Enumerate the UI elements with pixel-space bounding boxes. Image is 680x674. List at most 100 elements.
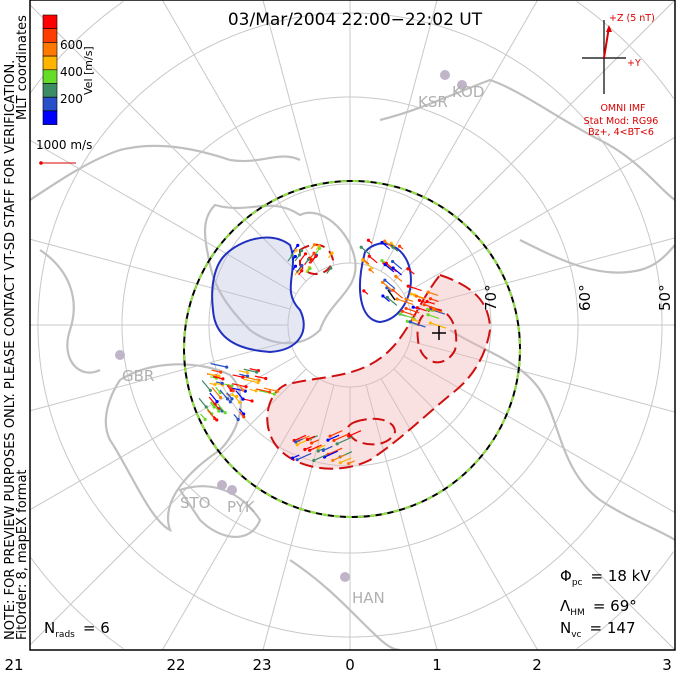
velocity-vector [305,435,316,442]
mlt-meridian [161,378,320,650]
station-marker-gbr [115,350,125,360]
dawn-cell-positive [266,273,492,470]
imf-source: OMNI IMF [600,103,645,114]
lat-label-60: 60° [576,284,594,311]
velocity-vector [332,433,349,443]
colorbar-segment [42,110,58,125]
velocity-vector [395,297,414,305]
velocity-vector [380,240,390,250]
mlt-meridian [30,238,291,310]
velocity-vector [256,388,272,394]
potential-contours [211,236,492,470]
velocity-vector [231,392,242,405]
vector-count: Nvc = 147 [560,619,635,640]
velocity-vector [213,415,219,422]
mlt-meridian [403,355,675,514]
velocity-vector [389,241,396,248]
velocity-vector [217,403,227,415]
colorbar-tick-600: 600 [60,38,83,52]
velocity-vector [299,252,308,262]
velocity-vector [227,384,235,393]
velocity-vector [331,454,346,463]
velocity-vector [385,295,398,306]
mlt-meridian [30,4,307,282]
velocity-vector [397,244,404,250]
pole-marker-cross [387,289,446,340]
mlt-meridian [403,136,675,295]
mlt-label-2: 2 [532,656,542,674]
velocity-vector [321,445,333,453]
dashed-boundary-circle [183,180,521,518]
velocity-vector [404,297,414,303]
velocity-vector [237,383,245,392]
velocity-vector [219,389,230,401]
velocity-vector [368,268,375,274]
velocity-vector [426,313,440,319]
velocity-vector [380,280,394,292]
velocity-vector [422,303,437,310]
velocity-vector [306,266,312,274]
velocity-vector [366,238,373,244]
velocity-vector [315,246,322,254]
imf-y-label: +Y [627,58,641,69]
velocity-vector [335,436,353,446]
velocity-vector [298,269,304,276]
velocity-vector [239,373,250,378]
velocity-vector [233,414,240,422]
imf-clock: +Z (5 nT) +Y OMNI IMF Stat Mod: RG96 Bz+… [582,13,658,138]
station-marker-sto [217,480,227,490]
velocity-vector [243,368,259,374]
velocity-vector [287,253,294,262]
radar-count: Nrads = 6 [44,619,110,640]
velocity-vector [338,457,352,465]
velocity-vector [415,306,428,312]
velocity-vector [426,290,439,297]
velocity-vector [391,245,399,252]
velocity-vector [425,307,434,313]
velocity-vector [309,254,318,264]
velocity-vector [381,294,390,302]
lat-label-50: 50° [656,284,674,311]
velocity-vector [211,369,223,374]
velocity-vector [238,408,246,416]
velocity-vector [294,438,303,444]
velocity-vector [391,266,402,276]
mlt-label-23: 23 [252,656,271,674]
velocity-vector [254,375,268,381]
mlt-meridian [409,237,675,310]
velocity-vector [209,392,219,404]
station-marker-pyk [227,485,237,495]
colorbar-tick-400: 400 [60,65,83,79]
velocity-vector [239,411,246,419]
velocity-vector [293,248,298,254]
velocity-vector [249,388,258,393]
velocity-vector [200,413,207,421]
radar-stations [115,70,467,582]
colorbar-label: Vel [m/s] [82,46,95,95]
station-label-ksr: KSR [418,93,448,111]
velocity-vector [310,243,316,250]
velocity-vector [292,264,298,271]
mlt-meridian [30,368,307,646]
velocity-vector [308,444,322,452]
velocity-vectors [198,238,447,466]
velocity-vector [316,444,326,450]
velocity-vector [391,259,403,270]
velocity-vector [290,454,300,460]
colorbar-segment [42,42,58,57]
velocity-vector [207,373,221,378]
velocity-vector [235,390,245,401]
velocity-vector [404,306,420,314]
cross-polar-potential: Φpc = 18 kV [560,567,651,588]
station-label-pyk: PYK [227,498,256,516]
velocity-vector [215,381,224,385]
velocity-vector [347,430,362,438]
velocity-vector [310,439,320,445]
mlt-meridian [262,0,335,266]
colorbar-segment [42,69,58,84]
velocity-vector [312,454,328,463]
velocity-vector [303,445,312,452]
mlt-label-22: 22 [166,656,185,674]
velocity-vector [406,267,415,275]
